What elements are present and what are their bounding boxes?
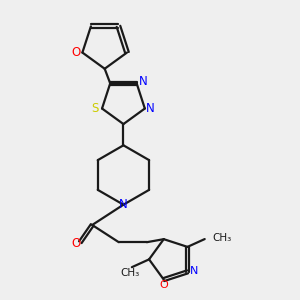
Text: N: N — [119, 198, 128, 211]
Text: N: N — [146, 102, 155, 115]
Text: CH₃: CH₃ — [121, 268, 140, 278]
Text: O: O — [71, 237, 80, 250]
Text: CH₃: CH₃ — [212, 233, 232, 243]
Text: O: O — [71, 46, 80, 59]
Text: N: N — [139, 75, 148, 88]
Text: S: S — [92, 102, 99, 115]
Text: O: O — [159, 280, 168, 290]
Text: N: N — [190, 266, 198, 276]
